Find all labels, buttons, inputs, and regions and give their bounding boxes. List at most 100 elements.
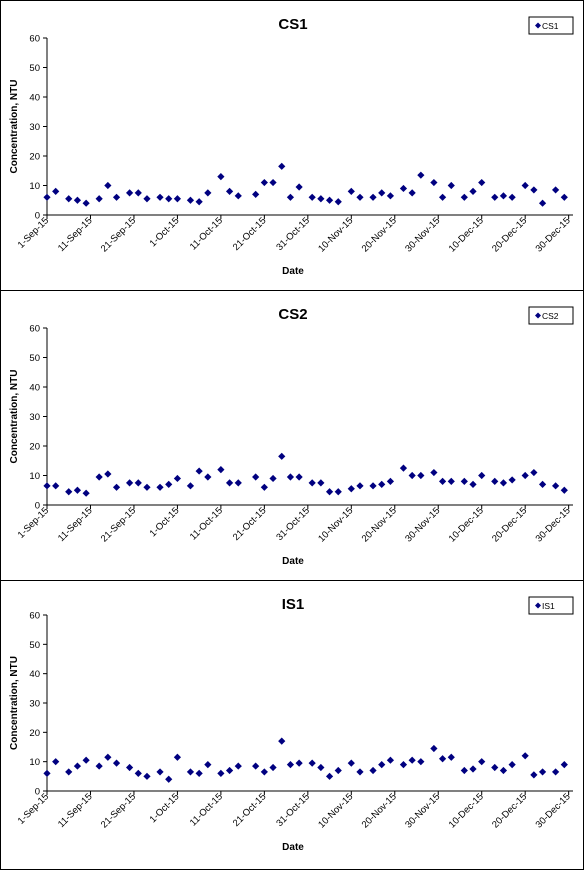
x-tick-label: 20-Nov-15: [360, 505, 399, 544]
x-tick-label: 1-Oct-15: [148, 791, 182, 825]
data-point: [447, 181, 455, 190]
data-point: [508, 193, 516, 201]
data-point: [408, 189, 416, 197]
y-tick-label: 20: [29, 728, 40, 739]
data-point: [438, 755, 447, 763]
legend-marker: [535, 22, 541, 29]
data-point: [52, 482, 60, 490]
data-point: [82, 199, 90, 207]
data-point: [399, 464, 408, 472]
data-point: [417, 471, 425, 480]
y-tick-label: 10: [29, 181, 40, 192]
data-point: [112, 193, 121, 201]
data-point: [173, 753, 182, 761]
data-point: [278, 737, 286, 745]
data-point: [386, 192, 395, 200]
data-point: [217, 173, 225, 181]
x-tick-label: 11-Oct-15: [188, 505, 225, 542]
x-tick-label: 20-Dec-15: [490, 791, 529, 830]
data-point: [143, 772, 151, 780]
data-point: [521, 471, 529, 480]
data-point: [195, 769, 203, 777]
x-tick-label: 11-Oct-15: [188, 791, 225, 828]
data-point: [234, 479, 242, 487]
chart-svg: IS1 0 10 20 30 40 50 60 1-Sep-15 11-Sep-15 21-Sep-…: [9, 596, 574, 853]
data-point: [156, 768, 164, 776]
data-point: [156, 483, 164, 491]
data-point: [73, 762, 82, 770]
data-point: [417, 171, 425, 179]
chart-svg: CS2 0 10 20 30 40 50 60 1-Sep-15 11-Sep-15 21-Sep-…: [9, 306, 574, 567]
data-point: [52, 187, 60, 195]
legend-marker: [535, 602, 541, 609]
data-point: [125, 189, 134, 197]
data-point: [460, 766, 468, 775]
x-tick-label: 21-Sep-15: [99, 215, 138, 254]
data-point: [104, 753, 112, 761]
data-point: [260, 483, 268, 491]
x-tick-label: 11-Oct-15: [188, 215, 225, 252]
data-point: [278, 162, 286, 170]
data-point: [234, 192, 242, 200]
x-tick-label: 1-Sep-15: [16, 215, 51, 250]
data-point: [491, 477, 499, 485]
x-tick-label: 20-Nov-15: [360, 215, 399, 254]
data-point: [469, 480, 477, 488]
data-point: [173, 195, 182, 203]
y-tick-label: 40: [29, 669, 40, 680]
x-tick-label: 30-Dec-15: [534, 791, 573, 830]
y-tick-label: 0: [35, 501, 40, 512]
data-point: [334, 488, 342, 496]
data-point: [430, 744, 438, 753]
x-tick-label: 21-Oct-15: [231, 505, 269, 543]
x-tick-label: 11-Sep-15: [56, 505, 95, 544]
data-point: [325, 488, 334, 496]
data-point: [399, 761, 408, 769]
data-point: [225, 479, 234, 487]
data-point: [269, 474, 277, 483]
data-point: [295, 759, 303, 767]
data-point: [95, 473, 103, 481]
legend-box: [528, 306, 574, 325]
x-tick-label: 21-Oct-15: [231, 791, 269, 829]
data-point: [112, 759, 121, 767]
y-axis-label: Concentration, NTU: [9, 656, 20, 750]
data-point: [499, 192, 508, 200]
data-point: [469, 187, 477, 195]
data-point: [560, 761, 568, 769]
data-point: [552, 768, 560, 776]
data-point: [252, 190, 260, 198]
x-tick-label: 21-Oct-15: [231, 215, 269, 253]
data-point: [234, 762, 242, 770]
chart-panel-cs1: CS1 0 10 20 30 40 50 60 1-Sep-15 11-Sep-15 21-Sep-…: [0, 0, 584, 291]
data-point: [286, 473, 295, 481]
data-point: [65, 488, 73, 496]
data-point: [73, 196, 82, 204]
data-point: [447, 477, 455, 485]
data-point: [134, 479, 142, 487]
y-tick-label: 0: [35, 787, 40, 798]
legend-box: [528, 596, 574, 615]
data-point: [552, 186, 560, 194]
data-point: [499, 766, 508, 775]
x-axis-label: Date: [282, 556, 304, 567]
y-tick-label: 60: [29, 611, 40, 622]
data-point: [417, 758, 425, 766]
data-point: [408, 471, 416, 480]
data-point: [204, 761, 212, 769]
data-point: [217, 466, 225, 474]
data-point: [430, 468, 438, 477]
data-point: [399, 184, 408, 193]
data-point: [286, 761, 295, 769]
data-point: [491, 193, 499, 201]
data-point: [195, 467, 203, 475]
data-point: [104, 470, 112, 478]
x-tick-label: 10-Nov-15: [316, 791, 355, 830]
data-point: [82, 756, 90, 764]
data-point: [430, 178, 438, 187]
data-point: [356, 482, 364, 490]
x-tick-label: 20-Dec-15: [490, 215, 529, 254]
data-point: [156, 193, 164, 201]
x-tick-label: 30-Dec-15: [534, 215, 573, 254]
data-point: [260, 178, 268, 187]
